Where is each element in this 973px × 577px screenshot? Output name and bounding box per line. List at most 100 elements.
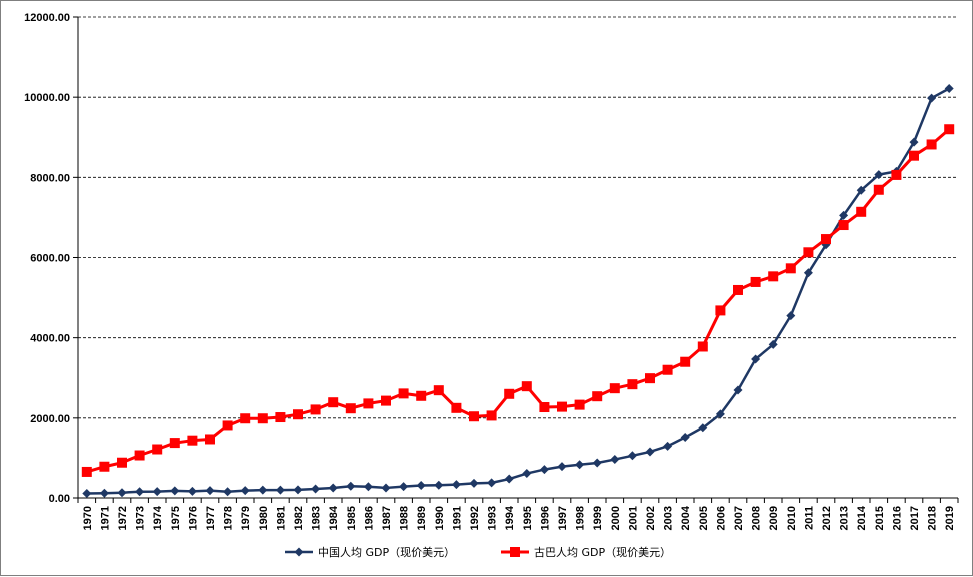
x-tick-label: 1974: [152, 505, 164, 530]
data-point: [99, 488, 109, 498]
data-point: [381, 483, 391, 493]
data-point: [927, 93, 937, 103]
data-point: [275, 412, 286, 423]
x-tick-label: 1987: [381, 506, 393, 530]
x-tick-label: 1990: [434, 506, 446, 530]
x-tick-label: 2011: [803, 506, 815, 530]
x-tick-label: 1983: [311, 506, 323, 530]
data-point: [205, 486, 215, 496]
x-tick-label: 2003: [663, 506, 675, 530]
data-point: [785, 263, 796, 274]
series-2: [81, 124, 955, 477]
data-point: [223, 487, 233, 497]
data-point: [117, 457, 127, 468]
legend: 中国人均 GDP（现价美元） 古巴人均 GDP（现价美元）: [285, 546, 671, 559]
x-tick-label: 2016: [891, 506, 903, 530]
data-point: [627, 451, 637, 461]
data-point: [838, 220, 849, 231]
data-point: [557, 462, 567, 472]
data-point: [222, 420, 233, 431]
x-tick-label: 1976: [187, 506, 199, 530]
series-layer: [81, 83, 955, 498]
x-tick-label: 1998: [575, 506, 587, 530]
data-point: [768, 271, 779, 282]
data-point: [328, 397, 339, 408]
data-point: [169, 438, 180, 449]
data-point: [328, 483, 338, 493]
data-point: [680, 356, 691, 367]
data-point: [82, 488, 92, 498]
y-axis: 0.00 2000.00 4000.00 6000.00 8000.00 10000.00…: [24, 12, 79, 505]
data-point: [81, 466, 92, 477]
data-point: [645, 447, 655, 457]
data-point: [258, 485, 268, 495]
data-point: [152, 444, 163, 455]
x-tick-label: 1982: [293, 506, 305, 530]
data-point: [909, 137, 919, 147]
data-point: [398, 388, 409, 399]
data-point: [856, 185, 866, 195]
x-tick-label: 1971: [99, 506, 111, 530]
x-tick-label: 2015: [874, 506, 886, 530]
x-tick-label: 1989: [416, 506, 428, 530]
x-tick-label: 2002: [645, 506, 657, 530]
x-axis: 1970 1971 1972 1973 1974 1975 1976 1977 1978 1979…: [77, 497, 959, 530]
data-point: [293, 485, 303, 495]
data-point: [275, 485, 285, 495]
x-tick-label: 1994: [504, 505, 516, 530]
data-point: [486, 410, 497, 421]
x-tick-label: 2018: [927, 506, 939, 530]
x-tick-label: 1995: [522, 506, 534, 530]
data-point: [521, 381, 532, 392]
x-tick-label: 1985: [346, 506, 358, 530]
x-tick-label: 1992: [469, 506, 481, 530]
data-point: [539, 465, 549, 475]
data-point: [697, 341, 708, 352]
data-point: [662, 364, 673, 375]
x-tick-label: 1980: [258, 506, 270, 530]
data-point: [803, 247, 814, 258]
data-point: [944, 83, 954, 93]
data-point: [856, 206, 867, 217]
data-point: [469, 411, 479, 422]
data-point: [504, 474, 514, 484]
data-point: [750, 276, 761, 287]
legend-label: 中国人均 GDP（现价美元）: [318, 546, 455, 559]
legend-item-1: 中国人均 GDP（现价美元）: [285, 546, 455, 559]
data-point: [469, 478, 479, 488]
x-tick-label: 1981: [275, 506, 287, 530]
data-point: [399, 482, 409, 492]
data-point: [416, 390, 427, 401]
data-point: [293, 409, 303, 420]
data-point: [768, 339, 778, 349]
series-line: [86, 128, 951, 474]
gridlines: [78, 16, 958, 419]
data-point: [874, 170, 884, 180]
data-point: [434, 480, 444, 490]
data-point: [117, 488, 127, 498]
data-point: [346, 481, 356, 491]
x-tick-label: 2019: [944, 506, 956, 530]
data-point: [680, 433, 690, 443]
data-point: [698, 423, 708, 433]
x-tick-label: 1999: [592, 506, 604, 530]
data-point: [926, 139, 937, 150]
data-point: [733, 284, 743, 295]
x-tick-label: 2009: [768, 506, 780, 530]
data-point: [522, 469, 532, 479]
data-point: [416, 481, 426, 491]
legend-item-2: 古巴人均 GDP（现价美元）: [501, 546, 671, 559]
data-point: [152, 487, 162, 497]
y-tick-label: 0.00: [49, 493, 70, 505]
data-point: [557, 401, 567, 412]
data-point: [574, 399, 585, 410]
y-tick-label: 12000.00: [24, 12, 70, 24]
data-point: [821, 234, 831, 245]
x-tick-label: 1979: [240, 506, 252, 530]
data-point: [609, 383, 620, 394]
data-point: [451, 402, 462, 413]
x-tick-label: 1973: [135, 506, 147, 530]
x-tick-label: 1988: [399, 506, 411, 530]
x-tick-label: 2008: [751, 506, 763, 530]
